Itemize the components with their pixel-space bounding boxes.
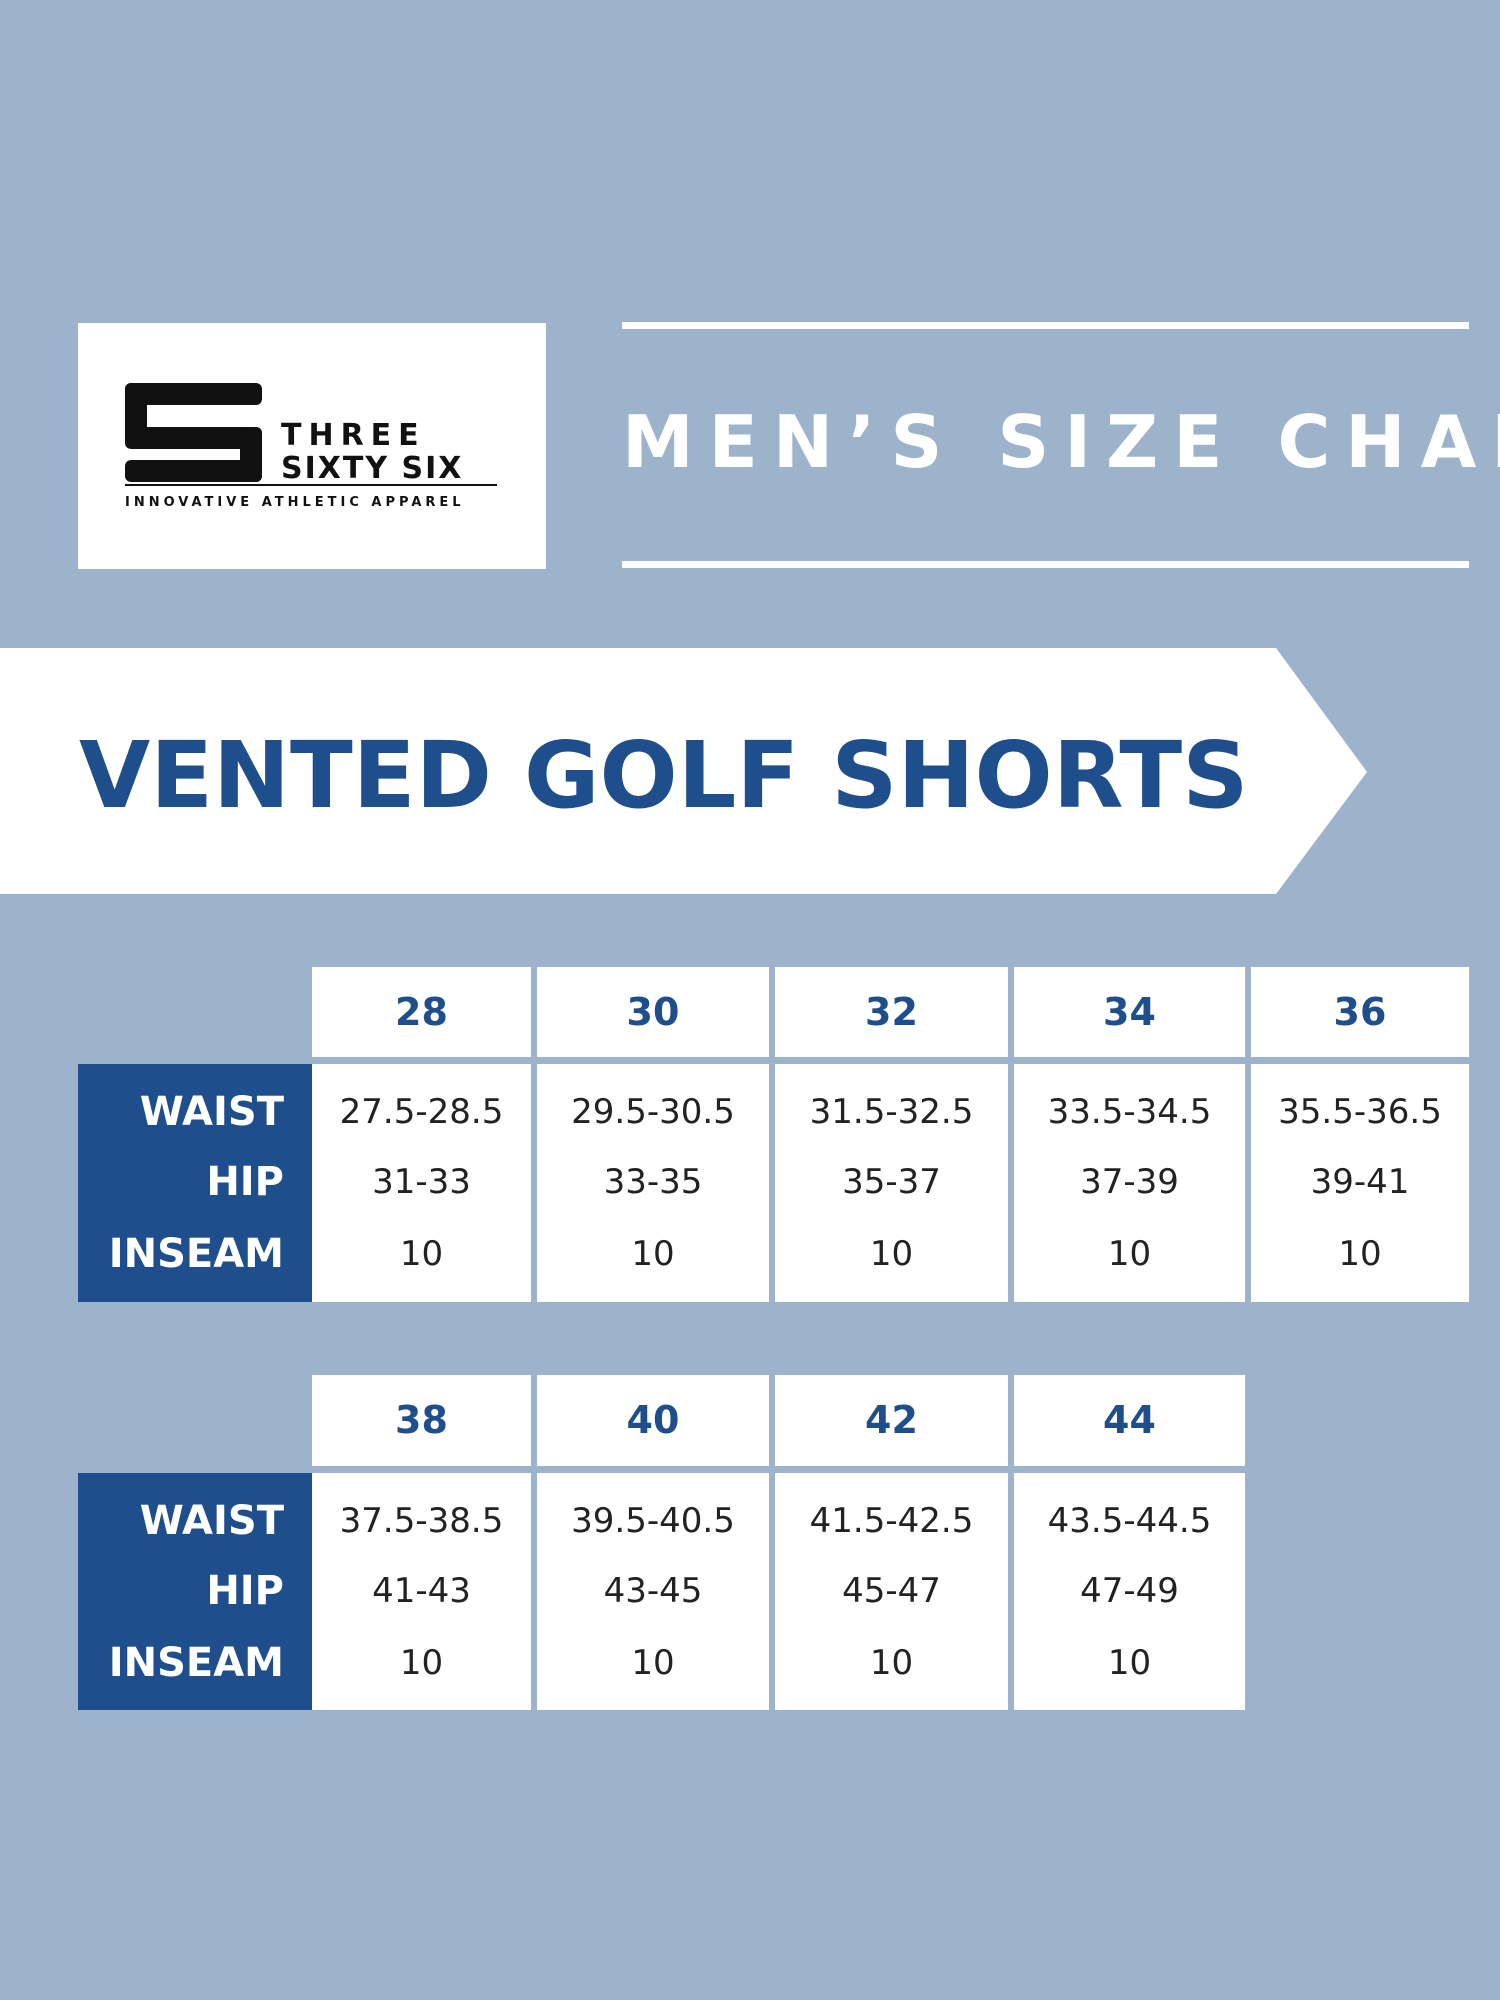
- size-header: 30: [626, 990, 680, 1034]
- cell-value: 29.5-30.5: [571, 1092, 735, 1132]
- cell-value: 10: [631, 1234, 675, 1274]
- cell-value: 43-45: [603, 1571, 703, 1611]
- size-header: 34: [1103, 990, 1156, 1034]
- size-header: 28: [395, 990, 448, 1034]
- row-label: INSEAM: [108, 1640, 284, 1686]
- size-header: 44: [1103, 1398, 1156, 1442]
- size-header: 42: [865, 1398, 918, 1442]
- cell-value: 37.5-38.5: [339, 1501, 504, 1541]
- cell-value: 10: [399, 1643, 444, 1683]
- header-cell: [312, 967, 531, 1057]
- size-header: 36: [1333, 990, 1387, 1034]
- header-cell: [312, 1375, 531, 1466]
- body-cell: [312, 1473, 531, 1710]
- logo-line2: SIXTY SIX: [281, 451, 464, 486]
- row-label: HIP: [206, 1568, 284, 1614]
- body-cell: [1251, 1064, 1469, 1302]
- cell-value: 10: [631, 1643, 675, 1683]
- cell-value: 41-43: [372, 1571, 471, 1611]
- cell-value: 39.5-40.5: [571, 1501, 735, 1541]
- size-header: 32: [865, 990, 918, 1034]
- logo-mark: [125, 383, 497, 486]
- body-cell: [1014, 1473, 1245, 1710]
- row-label: HIP: [206, 1159, 284, 1205]
- cell-value: 39-41: [1310, 1162, 1410, 1202]
- banner-title: VENTED GOLF SHORTS: [79, 722, 1249, 829]
- cell-value: 31-33: [372, 1162, 471, 1202]
- cell-value: 35.5-36.5: [1278, 1092, 1442, 1132]
- cell-value: 31.5-32.5: [809, 1092, 974, 1132]
- size-header: 38: [395, 1398, 448, 1442]
- cell-value: 10: [399, 1234, 444, 1274]
- cell-value: 33.5-34.5: [1047, 1092, 1212, 1132]
- label-column: [78, 1064, 312, 1302]
- body-cell: [1014, 1064, 1245, 1302]
- row-label: WAIST: [139, 1498, 284, 1544]
- label-column: [78, 1473, 312, 1710]
- header-cell: [537, 967, 769, 1057]
- cell-value: 10: [869, 1234, 914, 1274]
- cell-value: 35-37: [842, 1162, 941, 1202]
- body-cell: [775, 1064, 1008, 1302]
- logo-line1: THREE: [281, 418, 426, 453]
- header-cell: [1251, 967, 1469, 1057]
- rule: [622, 322, 1469, 329]
- cell-value: 10: [1338, 1234, 1382, 1274]
- logo-tagline: INNOVATIVE ATHLETIC APPAREL: [125, 495, 465, 510]
- cell-value: 45-47: [842, 1571, 941, 1611]
- page-title: MEN’S SIZE CHART: [622, 400, 1500, 484]
- cell-value: 27.5-28.5: [339, 1092, 504, 1132]
- cell-value: 10: [869, 1643, 914, 1683]
- body-cell: [775, 1473, 1008, 1710]
- cell-value: 47-49: [1080, 1571, 1179, 1611]
- row-label: INSEAM: [108, 1231, 284, 1277]
- cell-value: 43.5-44.5: [1047, 1501, 1212, 1541]
- row-label: WAIST: [139, 1089, 284, 1135]
- cell-value: 33-35: [603, 1162, 703, 1202]
- body-cell: [537, 1473, 769, 1710]
- rule: [622, 561, 1469, 568]
- header-cell: [775, 1375, 1008, 1466]
- size-header: 40: [626, 1398, 680, 1442]
- logo-box: THREE SIXTY SIX INNOVATIVE ATHLETIC APPA…: [78, 323, 546, 569]
- cell-value: 10: [1107, 1643, 1152, 1683]
- cell-value: 37-39: [1080, 1162, 1179, 1202]
- header-cell: [1014, 1375, 1245, 1466]
- banner: [0, 648, 1367, 894]
- body-cell: [312, 1064, 531, 1302]
- cell-value: 10: [1107, 1234, 1152, 1274]
- body-cell: [537, 1064, 769, 1302]
- header-cell: [1014, 967, 1245, 1057]
- cell-value: 41.5-42.5: [809, 1501, 974, 1541]
- header-cell: [537, 1375, 769, 1466]
- header-cell: [775, 967, 1008, 1057]
